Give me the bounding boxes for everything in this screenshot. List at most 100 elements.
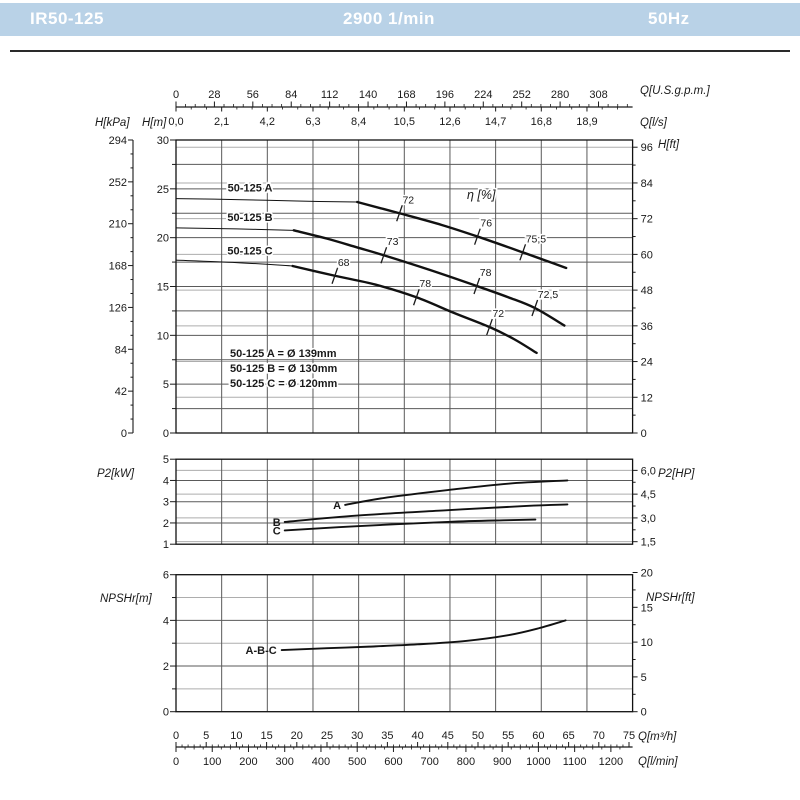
- eta-tick: [531, 299, 539, 317]
- npsh-m-tick-label: 4: [163, 615, 169, 627]
- m3h-tick-label: 0: [173, 730, 179, 742]
- hm-tick-label: 25: [157, 184, 169, 196]
- npsh-ft-tick-label: 20: [641, 568, 653, 580]
- p2-curve-label: B: [273, 517, 281, 529]
- gpm-tick-label: 280: [551, 89, 569, 101]
- pump-frequency-label: 50Hz: [648, 9, 690, 28]
- m3h-tick-label: 20: [291, 730, 303, 742]
- ft-tick-label: 60: [641, 249, 653, 261]
- lmin-tick-label: 200: [239, 756, 257, 768]
- kw-tick-label: 5: [163, 454, 169, 466]
- ls-tick-label: 18,9: [576, 116, 597, 128]
- npsh-ft-tick-label: 15: [641, 602, 653, 614]
- lmin-tick-label: 100: [203, 756, 221, 768]
- hm-tick-label: 0: [163, 428, 169, 440]
- hp-tick-label: 1,5: [641, 537, 656, 549]
- header-separator: [10, 50, 790, 52]
- ls-tick-label: 2,1: [214, 116, 229, 128]
- kpa-tick-label: 252: [109, 177, 127, 189]
- kpa-tick-label: 126: [109, 302, 127, 314]
- pump-model-title: IR50-125: [30, 9, 104, 28]
- hm-tick-label: 10: [157, 330, 169, 342]
- eta-value-label: 73: [387, 236, 399, 248]
- impeller-legend-line: 50-125 B = Ø 130mm: [230, 363, 338, 375]
- kw-tick-label: 2: [163, 518, 169, 530]
- hm-tick-label: 15: [157, 282, 169, 294]
- lmin-unit-label: Q[l/min]: [638, 756, 678, 768]
- kpa-tick-label: 84: [115, 344, 127, 356]
- kpa-unit-label: H[kPa]: [95, 117, 130, 129]
- kpa-tick-label: 210: [109, 219, 127, 231]
- hp-tick-label: 6,0: [641, 465, 656, 477]
- kw-tick-label: 1: [163, 539, 169, 551]
- pump-speed-label: 2900 1/min: [343, 9, 435, 28]
- m3h-tick-label: 25: [321, 730, 333, 742]
- curve-label: 50-125 A: [228, 183, 273, 195]
- p2-curve-label: C: [273, 525, 281, 537]
- lmin-tick-label: 300: [276, 756, 294, 768]
- kpa-tick-label: 294: [109, 135, 127, 147]
- eta-value-label: 75,5: [526, 233, 547, 245]
- ls-tick-label: 16,8: [531, 116, 552, 128]
- ls-tick-label: 4,2: [260, 116, 275, 128]
- gpm-tick-label: 112: [321, 89, 339, 101]
- head-chart: 30 25 20 15 10 5 0 294 252 210 168 126 84 42 0 96 84 72 60…: [109, 135, 680, 440]
- ft-tick-label: 84: [641, 178, 653, 190]
- m3h-tick-label: 35: [381, 730, 393, 742]
- npsh-ft-tick-label: 0: [641, 707, 647, 719]
- m3h-tick-label: 50: [472, 730, 484, 742]
- p2-curve-C: [283, 518, 537, 532]
- ft-tick-label: 0: [641, 428, 647, 440]
- gpm-tick-label: 224: [474, 89, 492, 101]
- ls-tick-label: 14,7: [485, 116, 506, 128]
- m3h-tick-label: 40: [411, 730, 423, 742]
- gpm-tick-label: 140: [359, 89, 377, 101]
- eta-tick: [331, 267, 339, 284]
- npsh-ft-tick-label: 5: [641, 672, 647, 684]
- kw-unit-label: P2[kW]: [97, 468, 135, 480]
- ft-tick-label: 12: [641, 392, 653, 404]
- impeller-legend-line: 50-125 C = Ø 120mm: [230, 378, 338, 390]
- m3h-tick-label: 30: [351, 730, 363, 742]
- ft-tick-label: 96: [641, 142, 653, 154]
- eta-tick: [412, 289, 420, 306]
- eta-value-label: 78: [480, 267, 492, 279]
- hm-tick-label: 5: [163, 379, 169, 391]
- eta-tick: [473, 277, 481, 295]
- lmin-tick-label: 400: [312, 756, 330, 768]
- ls-tick-label: 0,0: [168, 116, 183, 128]
- lmin-tick-label: 1100: [563, 756, 587, 768]
- eta-tick: [519, 244, 527, 261]
- eta-value-label: 72: [492, 308, 504, 320]
- eta-value-label: 68: [338, 257, 350, 269]
- ls-tick-label: 12,6: [439, 116, 460, 128]
- m3h-tick-label: 60: [532, 730, 544, 742]
- m3h-tick-label: 70: [593, 730, 605, 742]
- m3h-tick-label: 75: [623, 730, 635, 742]
- lmin-tick-label: 1000: [526, 756, 550, 768]
- gpm-tick-label: 308: [589, 89, 607, 101]
- eta-tick: [380, 247, 388, 264]
- ls-unit-label: Q[l/s]: [640, 117, 668, 129]
- head-curve-50-125 B: [292, 229, 566, 327]
- npsh-m-tick-label: 2: [163, 661, 169, 673]
- gpm-tick-label: 28: [208, 89, 220, 101]
- m3h-tick-label: 5: [203, 730, 209, 742]
- gpm-tick-label: 168: [397, 89, 415, 101]
- lmin-tick-label: 1200: [599, 756, 623, 768]
- eta-value-label: 76: [480, 218, 492, 230]
- lmin-tick-label: 0: [173, 756, 179, 768]
- lmin-tick-label: 700: [420, 756, 438, 768]
- eta-tick: [486, 318, 493, 336]
- hm-tick-label: 30: [157, 135, 169, 147]
- p2-curve-label: A: [333, 500, 341, 512]
- kw-tick-label: 3: [163, 497, 169, 509]
- eta-axis-label: η [%]: [467, 188, 496, 202]
- npshft-unit-label: NPSHr[ft]: [646, 592, 695, 604]
- curve-label: 50-125 B: [227, 212, 272, 224]
- eta-value-label: 72,5: [538, 289, 559, 301]
- ft-unit-label: H[ft]: [658, 139, 680, 151]
- ls-tick-label: 10,5: [394, 116, 415, 128]
